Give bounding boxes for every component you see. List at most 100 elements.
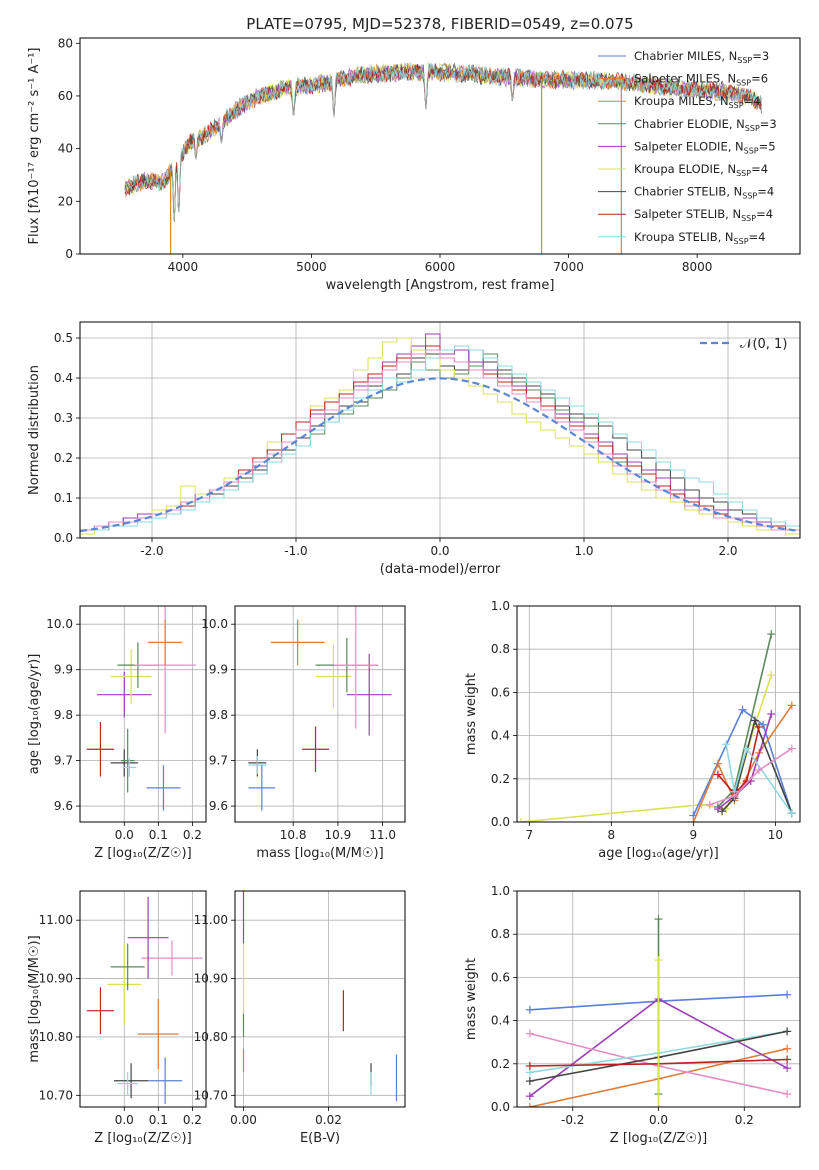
y-axis-label: mass [log₁₀(M/M☉)] xyxy=(27,935,42,1062)
z-age-panel: 0.0 0.1 0.2 9.6 9.7 9.8 9.9 10.0 Z [log₁₀(Z/Z☉)]… xyxy=(27,605,207,861)
y-tick-label: 0.2 xyxy=(491,1057,510,1071)
y-tick-label: 10.90 xyxy=(194,972,228,986)
legend-entry: Salpeter STELIB, NSSP=4 xyxy=(634,207,773,223)
y-tick-label: 0.4 xyxy=(491,729,510,743)
y-tick-label: 9.7 xyxy=(54,754,73,768)
legend-entry: Kroupa ELODIE, NSSP=4 xyxy=(634,162,768,178)
legend-subscript: SSP xyxy=(737,56,752,65)
x-tick-label: 6000 xyxy=(425,260,456,274)
x-tick-label: 2.0 xyxy=(718,544,737,558)
legend-entry: Salpeter MILES, NSSP=6 xyxy=(634,72,768,88)
legend-entry: Chabrier STELIB, NSSP=4 xyxy=(634,185,774,201)
x-axis-label: Z [log₁₀(Z/Z☉)] xyxy=(94,1131,191,1146)
histogram-kroupa-stelib xyxy=(80,345,800,538)
plot-frame xyxy=(79,890,207,1108)
residuals-panel: -2.0 -1.0 0.0 1.0 2.0 0.0 0.1 0.2 0.3 0.4 0.5 (data… xyxy=(27,321,801,577)
y-tick-label: 10.70 xyxy=(194,1088,228,1102)
x-tick-label: 0.1 xyxy=(149,828,168,842)
legend-value: =5 xyxy=(759,139,776,153)
ebv-mass-panel: 0.00 0.02 10.70 10.80 10.90 11.00 E(B-V) xyxy=(194,890,406,1146)
legend-entry: Chabrier MILES, NSSP=3 xyxy=(634,49,769,65)
legend-subscript: SSP xyxy=(744,146,759,155)
spectrum-panel: 4000 5000 6000 7000 8000 0 20 40 60 80 wavelength … xyxy=(27,36,801,293)
plot-area xyxy=(80,333,800,538)
legend-value: =3 xyxy=(752,49,769,63)
legend-subscript: SSP xyxy=(736,169,751,178)
y-tick-label: 9.6 xyxy=(209,799,228,813)
x-axis-label: (data-model)/error xyxy=(380,562,501,577)
y-tick-label: 0.4 xyxy=(54,371,73,385)
plot-area xyxy=(86,606,196,811)
x-tick-label: 8 xyxy=(608,828,616,842)
legend-value: =4 xyxy=(749,230,766,244)
x-tick-label: 10.9 xyxy=(325,828,352,842)
y-tick-label: 0.5 xyxy=(54,331,73,345)
y-tick-label: 60 xyxy=(58,89,73,103)
y-tick-label: 10.0 xyxy=(201,617,228,631)
legend-value: =3 xyxy=(760,117,777,131)
legend-value: =4 xyxy=(757,185,774,199)
y-tick-label: 11.00 xyxy=(194,913,228,927)
y-tick-label: 10.0 xyxy=(46,617,73,631)
weight-line xyxy=(709,747,793,806)
plot-area xyxy=(248,606,392,811)
y-tick-label: 0 xyxy=(65,247,73,261)
y-tick-label: 9.8 xyxy=(54,708,73,722)
legend-value: =4 xyxy=(756,207,773,221)
y-tick-label: 40 xyxy=(58,142,73,156)
y-tick-label: 11.00 xyxy=(39,913,73,927)
plot-frame xyxy=(234,890,406,1108)
legend-entry: Chabrier ELODIE, NSSP=3 xyxy=(634,117,777,133)
x-tick-label: 0.2 xyxy=(183,1113,202,1127)
legend-subscript: SSP xyxy=(741,214,756,223)
x-tick-label: 8000 xyxy=(682,260,713,274)
weight-line xyxy=(717,726,760,796)
plot-frame xyxy=(516,605,801,823)
age-weight-panel: 7 8 9 10 0.0 0.2 0.4 0.6 0.8 1.0 age [log₁₀(age/yr… xyxy=(464,599,801,861)
y-tick-label: 0.3 xyxy=(54,411,73,425)
x-tick-label: 10 xyxy=(768,828,783,842)
z-weight-panel: -0.2 0.0 0.2 0.0 0.2 0.4 0.6 0.8 1.0 Z [log₁₀(Z/Z… xyxy=(464,884,801,1146)
y-tick-label: 0.6 xyxy=(491,685,510,699)
y-axis-label: Flux [fλ10⁻¹⁷ erg cm⁻² s⁻¹ A⁻¹] xyxy=(27,48,42,245)
x-tick-label: 4000 xyxy=(168,260,199,274)
x-tick-label: 0.1 xyxy=(149,1113,168,1127)
y-axis-label: mass weight xyxy=(464,673,479,755)
y-tick-label: 10.80 xyxy=(194,1030,228,1044)
x-axis-label: Z [log₁₀(Z/Z☉)] xyxy=(610,1131,707,1146)
y-tick-label: 9.9 xyxy=(209,663,228,677)
y-tick-label: 1.0 xyxy=(491,884,510,898)
x-axis-label: wavelength [Angstrom, rest frame] xyxy=(326,278,555,293)
x-axis-label: Z [log₁₀(Z/Z☉)] xyxy=(94,846,191,861)
legend-entry: 𝒩(0, 1) xyxy=(740,337,787,352)
y-tick-label: 80 xyxy=(58,36,73,50)
legend-subscript: SSP xyxy=(745,124,760,133)
y-tick-label: 0.8 xyxy=(491,927,510,941)
plot-frame xyxy=(79,605,207,823)
y-tick-label: 20 xyxy=(58,194,73,208)
legend-value: =4 xyxy=(744,94,761,108)
y-tick-label: 10.80 xyxy=(39,1030,73,1044)
legend-entry: Salpeter ELODIE, NSSP=5 xyxy=(634,139,776,155)
x-tick-label: 0.2 xyxy=(735,1113,754,1127)
legend-subscript: SSP xyxy=(729,101,744,110)
plot-frame xyxy=(516,890,801,1108)
x-tick-label: 0.0 xyxy=(430,544,449,558)
x-tick-label: 5000 xyxy=(296,260,327,274)
x-tick-label: 0.0 xyxy=(115,1113,134,1127)
y-tick-label: 9.7 xyxy=(209,754,228,768)
x-tick-label: 7000 xyxy=(553,260,584,274)
x-tick-label: 1.0 xyxy=(574,544,593,558)
z-mass-panel: 0.0 0.1 0.2 10.70 10.80 10.90 11.00 Z [log₁₀(Z/… xyxy=(27,890,207,1146)
x-tick-label: -1.0 xyxy=(284,544,307,558)
x-tick-label: 0.0 xyxy=(649,1113,668,1127)
legend-entry: Kroupa STELIB, NSSP=4 xyxy=(634,230,765,246)
y-tick-label: 0.0 xyxy=(491,1100,510,1114)
x-tick-label: 11.0 xyxy=(369,828,396,842)
x-axis-label: E(B-V) xyxy=(300,1131,340,1146)
normal-curve xyxy=(80,377,800,533)
y-tick-label: 0.6 xyxy=(491,970,510,984)
y-tick-label: 9.6 xyxy=(54,799,73,813)
mass-age-panel: 10.8 10.9 11.0 9.6 9.7 9.8 9.9 10.0 mass [log₁₀(… xyxy=(201,605,406,861)
